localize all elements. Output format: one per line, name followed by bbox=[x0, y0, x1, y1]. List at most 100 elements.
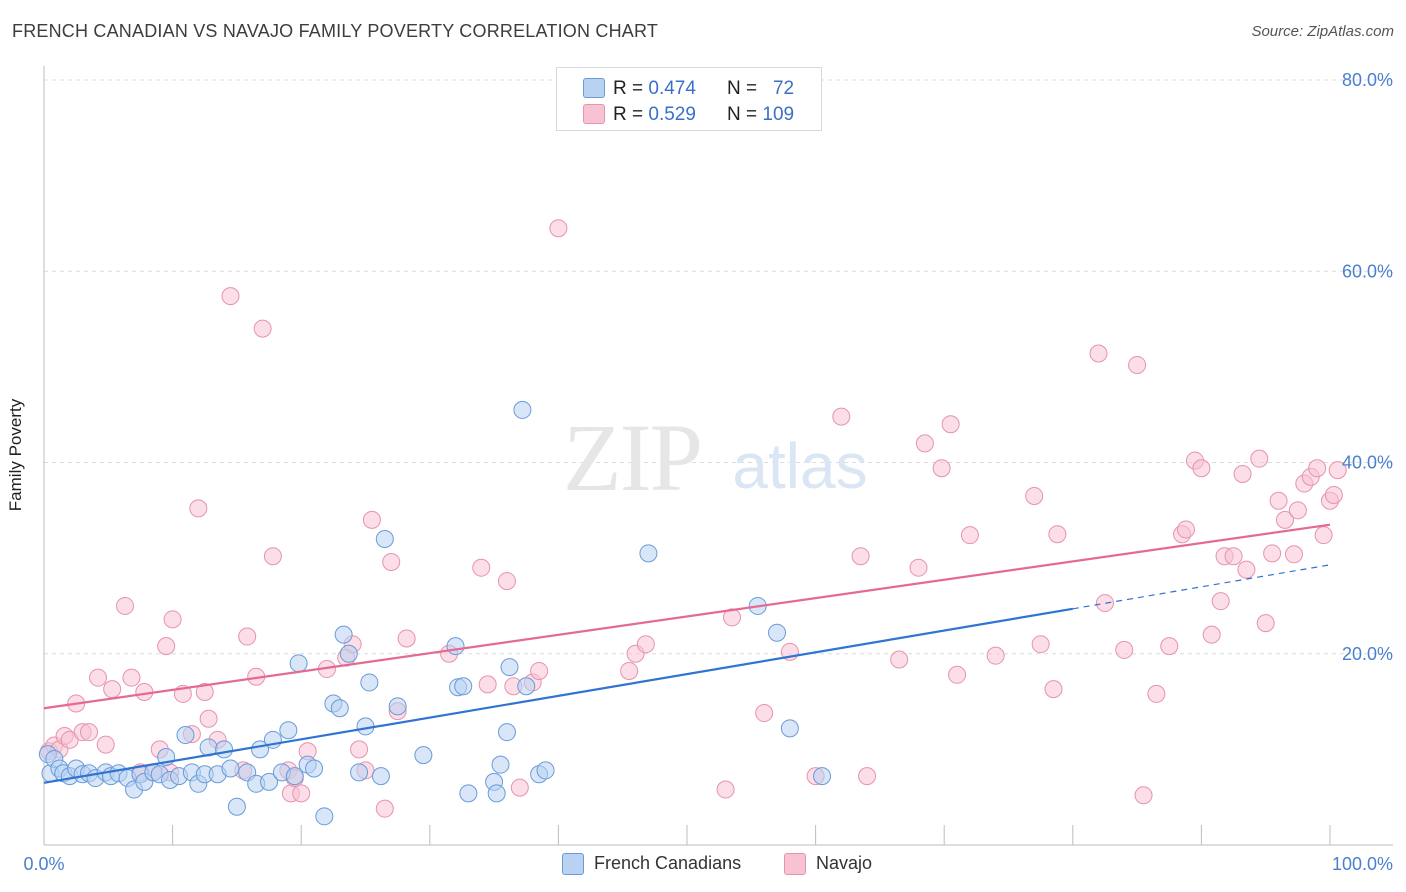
trend-line-french-canadians bbox=[43, 607, 1073, 784]
data-point bbox=[339, 644, 358, 663]
data-point bbox=[360, 673, 379, 692]
data-point bbox=[723, 608, 742, 627]
data-point bbox=[1237, 560, 1256, 579]
data-point bbox=[636, 635, 655, 654]
data-point bbox=[909, 558, 928, 577]
data-point bbox=[1275, 510, 1294, 529]
tick-labels: 20.0% 40.0% 60.0% 80.0% 0.0% 100.0% bbox=[23, 70, 1393, 874]
data-point bbox=[382, 552, 401, 571]
data-point bbox=[915, 434, 934, 453]
data-point bbox=[1048, 525, 1067, 544]
data-point bbox=[1025, 486, 1044, 505]
data-point bbox=[497, 572, 516, 591]
data-point bbox=[1192, 459, 1211, 478]
axes bbox=[43, 66, 1393, 846]
data-point bbox=[890, 650, 909, 669]
data-point bbox=[510, 778, 529, 797]
data-point bbox=[263, 547, 282, 566]
data-point bbox=[350, 740, 369, 759]
legend-r: R = 0.474 bbox=[613, 78, 696, 99]
data-point bbox=[497, 723, 516, 742]
data-point bbox=[122, 668, 141, 687]
data-point bbox=[459, 784, 478, 803]
data-point bbox=[199, 709, 218, 728]
data-point bbox=[1176, 520, 1195, 539]
trend-line-navajo bbox=[43, 523, 1331, 710]
data-point bbox=[1134, 786, 1153, 805]
data-point bbox=[89, 668, 108, 687]
data-point bbox=[1202, 625, 1221, 644]
data-point bbox=[530, 661, 549, 680]
data-point bbox=[1324, 486, 1343, 505]
data-point bbox=[350, 763, 369, 782]
data-point bbox=[414, 746, 433, 765]
data-point bbox=[1160, 637, 1179, 656]
data-point bbox=[279, 721, 298, 740]
data-point bbox=[446, 637, 465, 656]
data-point bbox=[375, 799, 394, 818]
data-point bbox=[253, 319, 272, 338]
data-point bbox=[397, 629, 416, 648]
data-point bbox=[221, 759, 240, 778]
data-point bbox=[1284, 545, 1303, 564]
data-point bbox=[1095, 594, 1114, 613]
data-point bbox=[639, 544, 658, 563]
data-point bbox=[1089, 344, 1108, 363]
data-point bbox=[513, 400, 532, 419]
data-point bbox=[1314, 526, 1333, 545]
legend-n: N = 72 bbox=[727, 78, 795, 99]
data-point bbox=[176, 726, 195, 745]
y-tick-label: 80.0% bbox=[1342, 70, 1393, 90]
legend-r: R = 0.529 bbox=[613, 104, 696, 125]
data-point bbox=[305, 759, 324, 778]
watermark: ZIP atlas bbox=[563, 404, 868, 511]
data-point bbox=[189, 499, 208, 518]
data-point bbox=[948, 665, 967, 684]
data-point bbox=[315, 807, 334, 826]
data-point bbox=[1128, 355, 1147, 374]
legend-swatch-pink bbox=[583, 104, 605, 124]
data-point bbox=[1031, 635, 1050, 654]
data-point bbox=[334, 625, 353, 644]
data-point bbox=[1288, 501, 1307, 520]
data-point bbox=[536, 761, 555, 780]
data-point bbox=[780, 719, 799, 738]
data-point bbox=[96, 735, 115, 754]
legend-row-navajo: R = 0.529 N = 109 bbox=[557, 102, 821, 128]
legend-n: N = 109 bbox=[727, 104, 795, 125]
gridlines bbox=[44, 79, 1393, 655]
legend-label: Navajo bbox=[816, 853, 873, 873]
data-point bbox=[371, 767, 390, 786]
data-point bbox=[80, 723, 99, 742]
data-point bbox=[517, 677, 536, 696]
data-point bbox=[1308, 459, 1327, 478]
data-point bbox=[260, 772, 279, 791]
x-tick-label: 100.0% bbox=[1332, 854, 1393, 874]
data-point bbox=[960, 526, 979, 545]
data-point bbox=[1250, 449, 1269, 468]
data-point bbox=[941, 415, 960, 434]
source-label: Source: ZipAtlas.com bbox=[1251, 23, 1394, 40]
data-point bbox=[478, 675, 497, 694]
data-point bbox=[986, 646, 1005, 665]
navajo-points bbox=[40, 219, 1347, 818]
data-point bbox=[1328, 461, 1347, 480]
y-tick-label: 20.0% bbox=[1342, 644, 1393, 664]
correlation-legend: R = 0.474 N = 72 R = 0.529 N = 109 bbox=[556, 67, 822, 131]
data-point bbox=[487, 784, 506, 803]
data-point bbox=[768, 623, 787, 642]
data-point bbox=[289, 654, 308, 673]
data-point bbox=[157, 637, 176, 656]
watermark-zip: ZIP bbox=[563, 404, 701, 511]
data-point bbox=[549, 219, 568, 238]
data-point bbox=[472, 558, 491, 577]
data-point bbox=[163, 610, 182, 629]
legend-swatch-pink bbox=[784, 853, 806, 875]
x-tick-label: 0.0% bbox=[23, 854, 64, 874]
data-point bbox=[1233, 464, 1252, 483]
data-point bbox=[227, 797, 246, 816]
data-point bbox=[116, 596, 135, 615]
data-point bbox=[716, 780, 735, 799]
legend-label: French Canadians bbox=[594, 853, 742, 873]
